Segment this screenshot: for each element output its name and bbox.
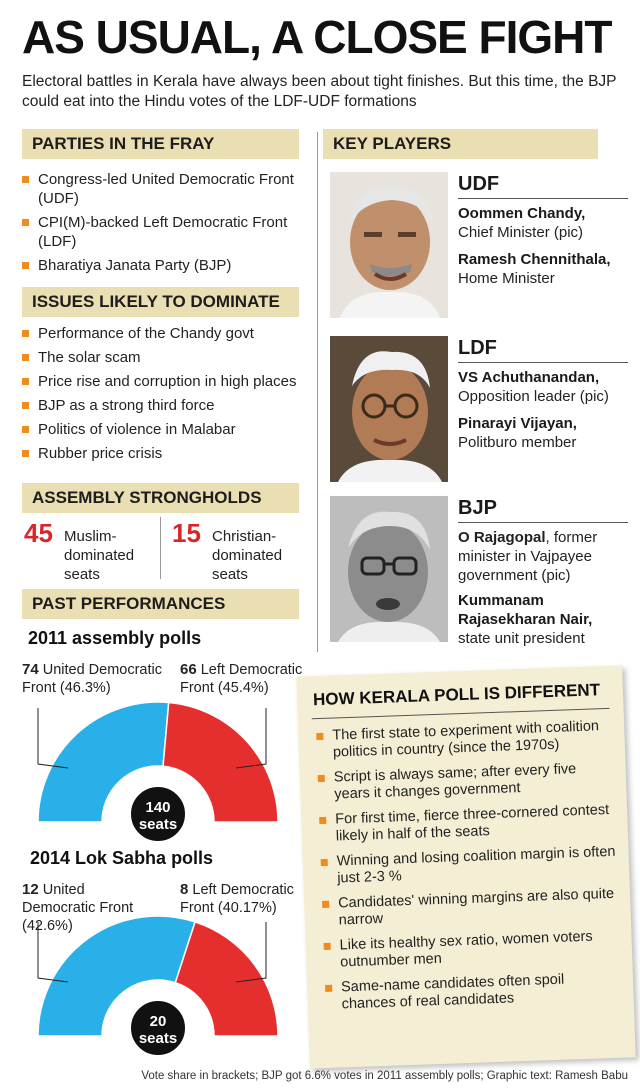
list-item: Script is always same; after every five … bbox=[317, 760, 615, 804]
portrait-icon bbox=[330, 336, 448, 482]
player-name: VS Achuthanandan, bbox=[458, 369, 600, 386]
photo-oommen-chandy bbox=[330, 172, 448, 318]
muslim-seats-number: 45 bbox=[24, 518, 53, 548]
ldf-segment-2011 bbox=[162, 701, 279, 823]
bullet-square-icon bbox=[22, 426, 29, 433]
poll-2014-title: 2014 Lok Sabha polls bbox=[30, 848, 214, 868]
divider bbox=[160, 517, 161, 579]
list-item: Candidates' winning margins are also qui… bbox=[322, 886, 619, 930]
player-name: Kummanam Rajasekharan Nair, bbox=[458, 592, 593, 628]
parties-list: Congress-led United Democratic Front (UD… bbox=[22, 170, 312, 280]
christian-seats-label: Christian-dominated seats bbox=[212, 528, 283, 583]
parties-heading: PARTIES IN THE FRAY bbox=[22, 129, 299, 159]
list-item: For first time, fierce three-cornered co… bbox=[319, 802, 616, 846]
poll-2011-title: 2011 assembly polls bbox=[28, 628, 202, 648]
chart-label-ldf-2014: 8 Left Democratic Front (40.17%) bbox=[180, 881, 294, 916]
list-item: Rubber price crisis bbox=[22, 444, 312, 463]
total-seats-badge-2011 bbox=[129, 785, 187, 843]
bullet-square-icon bbox=[319, 816, 327, 825]
player-role: Home Minister bbox=[458, 270, 555, 287]
difference-list: The first state to experiment with coali… bbox=[316, 718, 622, 1022]
portrait-icon bbox=[330, 172, 448, 318]
player-name: Ramesh Chennithala, bbox=[458, 251, 611, 268]
list-item: BJP as a strong third force bbox=[22, 396, 312, 415]
footer-note: Vote share in brackets; BJP got 6.6% vot… bbox=[141, 1070, 628, 1082]
chart-label-udf-2014: 12 United Democratic Front (42.6%) bbox=[22, 881, 134, 934]
ldf-leader-line-2014 bbox=[235, 922, 267, 983]
udf-segment-2014 bbox=[37, 915, 197, 1037]
bullet-square-icon bbox=[22, 402, 29, 409]
party-label-ldf: LDF bbox=[458, 336, 628, 363]
list-item: Congress-led United Democratic Front (UD… bbox=[22, 170, 312, 208]
bullet-square-icon bbox=[22, 450, 29, 457]
bullet-square-icon bbox=[22, 219, 29, 226]
page-title: AS USUAL, A CLOSE FIGHT bbox=[22, 11, 612, 63]
list-item: The first state to experiment with coali… bbox=[316, 718, 613, 762]
list-item: Bharatiya Janata Party (BJP) bbox=[22, 256, 312, 275]
bullet-square-icon bbox=[22, 354, 29, 361]
bullet-square-icon bbox=[316, 732, 324, 741]
list-item: Price rise and corruption in high places bbox=[22, 372, 312, 391]
players-heading: KEY PLAYERS bbox=[323, 129, 598, 159]
player-entry: O Rajagopal, former minister in Vajpayee… bbox=[458, 529, 598, 584]
issues-heading: ISSUES LIKELY TO DOMINATE bbox=[22, 287, 299, 317]
total-seats-number-2014: 20 bbox=[150, 1013, 167, 1030]
intro-text: Electoral battles in Kerala have always … bbox=[22, 73, 617, 110]
total-seats-word-2011: seats bbox=[139, 816, 177, 833]
player-role: Chief Minister (pic) bbox=[458, 224, 584, 241]
list-item: Like its healthy sex ratio, women voters… bbox=[323, 928, 620, 972]
total-seats-number-2011: 140 bbox=[145, 799, 170, 816]
player-block-ldf: LDF VS Achuthanandan, Opposition leader … bbox=[330, 336, 628, 484]
player-role: Politburo member bbox=[458, 434, 577, 451]
ldf-segment-2014 bbox=[174, 920, 279, 1037]
strongholds-heading: ASSEMBLY STRONGHOLDS bbox=[22, 483, 299, 513]
list-item: CPI(M)-backed Left Democratic Front (LDF… bbox=[22, 213, 312, 251]
column-divider bbox=[317, 132, 318, 652]
bullet-square-icon bbox=[317, 774, 325, 783]
bullet-square-icon bbox=[320, 858, 328, 867]
photo-vs-achuthanandan bbox=[330, 336, 448, 482]
party-label-udf: UDF bbox=[458, 172, 628, 199]
list-item: Politics of violence in Malabar bbox=[22, 420, 312, 439]
total-seats-badge-2014 bbox=[129, 999, 187, 1057]
bullet-square-icon bbox=[322, 900, 330, 909]
player-name: Pinarayi Vijayan, bbox=[458, 415, 577, 432]
kerala-difference-box: HOW KERALA POLL IS DIFFERENT The first s… bbox=[296, 665, 636, 1069]
issues-list: Performance of the Chandy govt The solar… bbox=[22, 324, 312, 468]
difference-heading: HOW KERALA POLL IS DIFFERENT bbox=[312, 680, 601, 710]
player-role: Opposition leader (pic) bbox=[458, 388, 609, 405]
list-item: Winning and losing coalition margin is o… bbox=[320, 844, 617, 888]
bullet-square-icon bbox=[325, 984, 333, 992]
udf-segment-2011 bbox=[37, 701, 170, 823]
ldf-leader-line-2011 bbox=[235, 708, 267, 769]
udf-leader-line-2011 bbox=[37, 708, 69, 769]
muslim-seats-label: Muslim-dominated seats bbox=[64, 528, 135, 583]
bullet-square-icon bbox=[323, 942, 331, 951]
total-seats-word-2014: seats bbox=[139, 1030, 177, 1047]
udf-leader-line-2014 bbox=[37, 922, 69, 983]
portrait-icon bbox=[330, 496, 448, 642]
bullet-square-icon bbox=[22, 176, 29, 183]
bullet-square-icon bbox=[22, 378, 29, 385]
player-block-bjp: BJP O Rajagopal, former minister in Vajp… bbox=[330, 496, 628, 647]
player-role: state unit president bbox=[458, 630, 585, 647]
chart-label-ldf-2011: 66 Left Democratic Front (45.4%) bbox=[180, 661, 303, 696]
player-block-udf: UDF Oommen Chandy, Chief Minister (pic) … bbox=[330, 172, 628, 320]
past-heading: PAST PERFORMANCES bbox=[22, 589, 299, 619]
photo-o-rajagopal bbox=[330, 496, 448, 642]
chart-label-udf-2011: 74 United Democratic Front (46.3%) bbox=[22, 661, 162, 696]
christian-seats-number: 15 bbox=[172, 518, 201, 548]
divider bbox=[311, 707, 610, 720]
bullet-square-icon bbox=[22, 330, 29, 337]
list-item: Same-name candidates often spoil chances… bbox=[325, 970, 622, 1014]
party-label-bjp: BJP bbox=[458, 496, 628, 523]
list-item: The solar scam bbox=[22, 348, 312, 367]
bullet-square-icon bbox=[22, 262, 29, 269]
player-name: Oommen Chandy, bbox=[458, 205, 586, 222]
list-item: Performance of the Chandy govt bbox=[22, 324, 312, 343]
